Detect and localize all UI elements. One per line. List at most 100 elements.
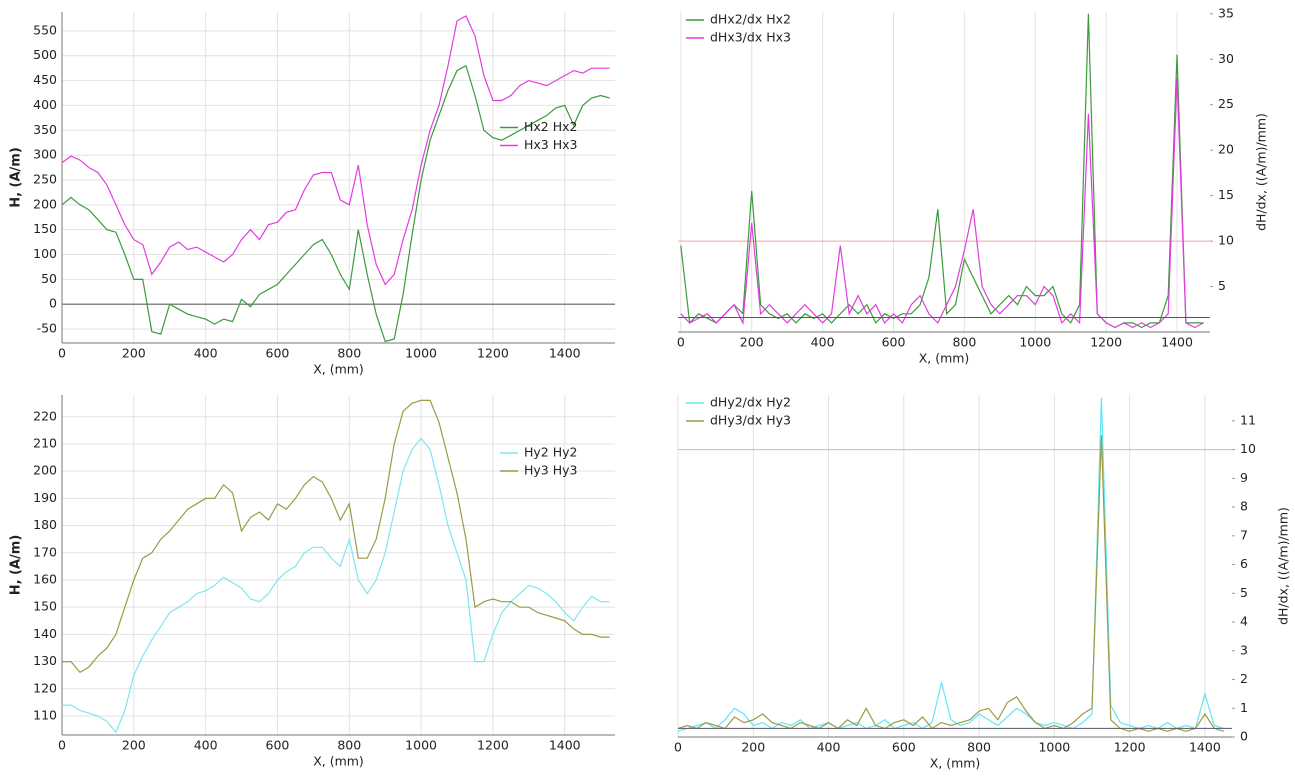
x-tick-label: 1200: [1090, 335, 1122, 350]
y-tick-label: 190: [33, 490, 57, 505]
x-tick-label: 1400: [549, 738, 581, 753]
y-tick-label: 0: [1240, 729, 1248, 744]
y-tick-label: 150: [33, 599, 57, 614]
x-tick-label: 600: [266, 346, 290, 361]
y-tick-label: 10: [1218, 233, 1234, 248]
x-tick-label: 400: [194, 738, 218, 753]
series-line: [680, 77, 1204, 329]
y-tick-label: 210: [33, 435, 57, 450]
y-tick-label: 35: [1218, 5, 1234, 20]
x-tick-label: 400: [811, 335, 835, 350]
x-axis-label: X, (mm): [930, 756, 981, 771]
x-tick-label: 1000: [405, 346, 437, 361]
x-tick-label: 0: [677, 335, 685, 350]
y-tick-label: 2: [1240, 671, 1248, 686]
x-axis-label: X, (mm): [313, 362, 364, 377]
y-tick-label: 400: [33, 97, 57, 112]
y-tick-label: 180: [33, 517, 57, 532]
legend-label: Hx3 Hx3: [524, 137, 577, 152]
y-tick-label: 4: [1240, 614, 1248, 629]
y-tick-label: 5: [1240, 585, 1248, 600]
legend-label: dHy3/dx Hy3: [710, 413, 791, 428]
x-tick-label: 1000: [1019, 335, 1051, 350]
y-tick-label: 20: [1218, 142, 1234, 157]
legend-label: dHx2/dx Hx2: [710, 12, 791, 27]
x-tick-label: 200: [740, 335, 764, 350]
x-tick-label: 0: [674, 740, 682, 755]
x-tick-label: 1400: [1161, 335, 1193, 350]
y-tick-label: 15: [1218, 187, 1234, 202]
y-tick-label: 11: [1240, 412, 1256, 427]
y-tick-label: 130: [33, 653, 57, 668]
x-tick-label: 600: [892, 740, 916, 755]
y-axis-label: dH/dx, ((A/m)/mm): [1276, 507, 1291, 625]
y-tick-label: -50: [37, 321, 57, 336]
x-tick-label: 1000: [405, 738, 437, 753]
x-axis-label: X, (mm): [313, 754, 364, 769]
y-tick-label: 300: [33, 147, 57, 162]
legend-label: dHx3/dx Hx3: [710, 30, 791, 45]
legend-label: Hx2 Hx2: [524, 119, 577, 134]
y-tick-label: 6: [1240, 556, 1248, 571]
y-tick-label: 7: [1240, 527, 1248, 542]
y-tick-label: 5: [1218, 278, 1226, 293]
legend-label: Hy2 Hy2: [524, 445, 577, 460]
y-tick-label: 110: [33, 707, 57, 722]
x-tick-label: 1400: [1189, 740, 1221, 755]
x-tick-label: 1400: [549, 346, 581, 361]
x-tick-label: 1200: [477, 346, 509, 361]
x-tick-label: 1200: [477, 738, 509, 753]
y-tick-label: 10: [1240, 441, 1256, 456]
y-tick-label: 1: [1240, 700, 1248, 715]
y-tick-label: 200: [33, 196, 57, 211]
x-tick-label: 0: [58, 346, 66, 361]
y-tick-label: 3: [1240, 642, 1248, 657]
x-tick-label: 400: [194, 346, 218, 361]
y-tick-label: 140: [33, 626, 57, 641]
series-line: [62, 437, 610, 734]
y-tick-label: 9: [1240, 470, 1248, 485]
y-tick-label: 100: [33, 246, 57, 261]
y-tick-label: 200: [33, 463, 57, 478]
x-axis-label: X, (mm): [919, 351, 970, 366]
x-tick-label: 600: [882, 335, 906, 350]
y-tick-label: 220: [33, 408, 57, 423]
y-tick-label: 450: [33, 72, 57, 87]
x-tick-label: 200: [741, 740, 765, 755]
x-tick-label: 0: [58, 738, 66, 753]
series-line: [677, 397, 1224, 732]
y-tick-label: 8: [1240, 499, 1248, 514]
x-tick-label: 800: [337, 738, 361, 753]
x-tick-label: 200: [122, 346, 146, 361]
series-line: [62, 399, 610, 674]
y-tick-label: 30: [1218, 51, 1234, 66]
x-tick-label: 400: [817, 740, 841, 755]
y-tick-label: 170: [33, 544, 57, 559]
y-tick-label: 350: [33, 122, 57, 137]
x-tick-label: 800: [337, 346, 361, 361]
y-tick-label: 550: [33, 22, 57, 37]
y-axis-label: H, (A/m): [9, 535, 24, 596]
series-line: [677, 435, 1224, 732]
y-axis-label: dH/dx, ((A/m)/mm): [1254, 113, 1269, 231]
series-line: [61, 15, 610, 286]
x-tick-label: 1200: [1114, 740, 1146, 755]
x-tick-label: 200: [122, 738, 146, 753]
x-tick-label: 600: [266, 738, 290, 753]
y-axis-label: H, (A/m): [9, 147, 24, 208]
legend-label: Hy3 Hy3: [524, 463, 577, 478]
x-tick-label: 800: [952, 335, 976, 350]
y-tick-label: 50: [41, 271, 57, 286]
y-tick-label: 150: [33, 221, 57, 236]
x-tick-label: 1000: [1038, 740, 1070, 755]
legend-label: dHy2/dx Hy2: [710, 395, 791, 410]
y-tick-label: 250: [33, 171, 57, 186]
series-line: [61, 64, 610, 343]
y-tick-label: 25: [1218, 96, 1234, 111]
x-tick-label: 800: [967, 740, 991, 755]
y-tick-label: 500: [33, 47, 57, 62]
series-line: [680, 13, 1204, 329]
y-tick-label: 120: [33, 680, 57, 695]
y-tick-label: 0: [49, 296, 57, 311]
